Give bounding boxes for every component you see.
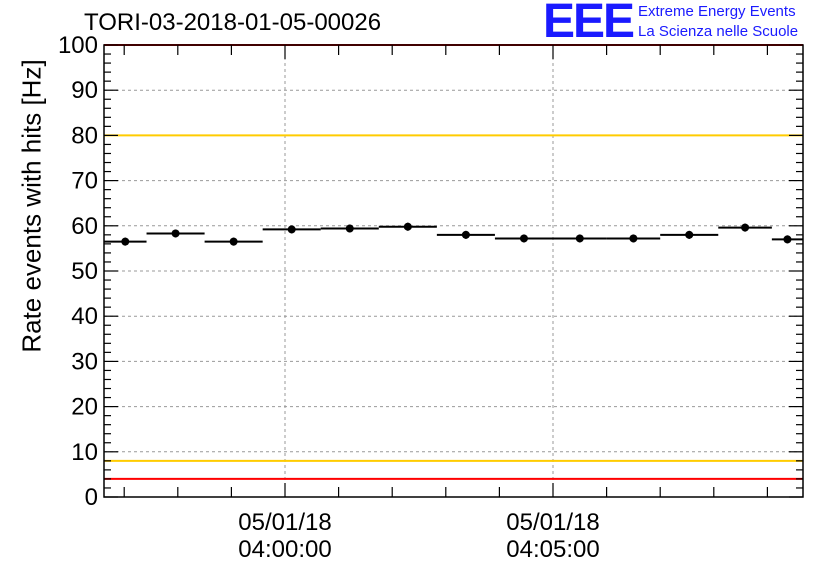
logo-mark: EEE	[543, 0, 635, 48]
data-point	[229, 237, 238, 246]
y-tick-label: 80	[71, 122, 98, 149]
data-point	[519, 234, 528, 243]
data-point	[287, 225, 296, 234]
y-tick-label: 40	[71, 303, 98, 330]
y-tick-label: 100	[58, 32, 98, 59]
data-point	[783, 235, 792, 244]
data-point	[741, 223, 750, 232]
y-tick-label: 30	[71, 348, 98, 375]
x-tick-label-time: 04:05:00	[506, 536, 599, 563]
logo-line-1: Extreme Energy Events	[638, 3, 796, 20]
y-tick-label: 90	[71, 77, 98, 104]
y-tick-label: 10	[71, 439, 98, 466]
chart-title: TORI-03-2018-01-05-00026	[84, 9, 382, 36]
x-tick-label-date: 05/01/18	[506, 509, 599, 536]
data-point	[685, 230, 694, 239]
y-tick-label: 70	[71, 168, 98, 195]
y-tick-label: 0	[85, 484, 98, 511]
y-tick-label: 50	[71, 258, 98, 285]
data-point	[575, 234, 584, 243]
data-point	[345, 224, 354, 233]
y-tick-label: 20	[71, 394, 98, 421]
data-point	[403, 222, 412, 231]
data-point	[171, 229, 180, 238]
y-tick-label: 60	[71, 213, 98, 240]
logo-line-2: La Scienza nelle Scuole	[638, 23, 799, 40]
x-tick-label-date: 05/01/18	[238, 509, 331, 536]
data-point	[461, 230, 470, 239]
eee-logo: EEE Extreme Energy Events La Scienza nel…	[543, 0, 833, 48]
x-tick-label-time: 04:00:00	[238, 536, 331, 563]
data-point	[629, 234, 638, 243]
data-point	[121, 237, 130, 246]
